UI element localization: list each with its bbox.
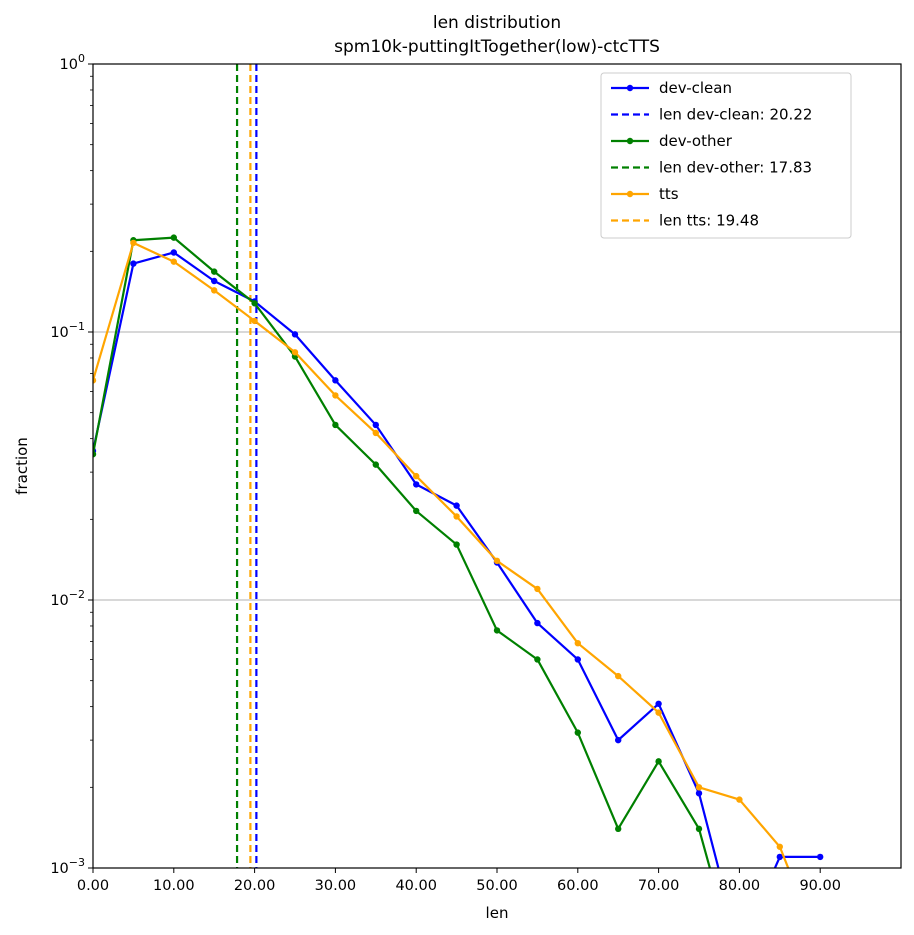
legend: dev-clean len dev-clean: 20.22 dev-other le… [600, 72, 852, 239]
x-tick-label: 60.00 [557, 878, 599, 894]
y-tick-exponent: −2 [69, 588, 85, 601]
x-axis-ticks: 0.00 10.00 20.00 30.00 40.00 50.00 60.00 70.00 8… [77, 868, 841, 894]
x-tick-label: 20.00 [234, 878, 276, 894]
x-tick-label: 50.00 [476, 878, 518, 894]
legend-entry: len dev-clean: 20.22 [611, 106, 812, 124]
data-point [574, 656, 581, 663]
data-point [695, 825, 703, 833]
legend-label: dev-clean [659, 79, 732, 97]
data-point [413, 472, 420, 480]
data-point [372, 429, 379, 437]
series-lines [93, 234, 824, 868]
data-point [211, 287, 218, 294]
data-point [332, 377, 339, 384]
data-point [130, 239, 137, 247]
data-point [534, 619, 541, 627]
data-point [93, 450, 97, 458]
legend-label: len dev-clean: 20.22 [659, 106, 812, 124]
y-tick-base: 10 [50, 325, 68, 341]
legend-label: dev-other [659, 132, 733, 150]
data-point [817, 853, 824, 861]
legend-entry: dev-clean [611, 79, 732, 97]
data-point [493, 557, 501, 565]
legend-label: len dev-other: 17.83 [659, 159, 812, 177]
mean-lines [235, 64, 258, 868]
y-tick-exponent: −1 [69, 320, 85, 333]
data-point [615, 736, 622, 744]
data-point [332, 421, 339, 429]
x-tick-label: 10.00 [153, 878, 195, 894]
data-point [655, 758, 662, 765]
data-point [291, 331, 299, 338]
x-tick-label: 90.00 [799, 878, 841, 894]
data-point [453, 513, 460, 520]
legend-box [600, 72, 852, 239]
x-axis-label: len [486, 904, 509, 922]
legend-marker [626, 190, 634, 198]
data-point [93, 377, 97, 384]
data-point [413, 481, 420, 488]
y-tick-exponent: 0 [78, 52, 85, 65]
chart-subtitle: spm10k-puttingItTogether(low)-ctcTTS [334, 37, 660, 57]
data-point [695, 790, 703, 797]
data-point [170, 258, 177, 265]
data-point [251, 317, 258, 325]
data-point [211, 268, 218, 275]
data-point [615, 825, 622, 833]
data-point [655, 709, 662, 716]
data-point [372, 461, 379, 468]
y-tick-base: 10 [50, 593, 68, 609]
data-point [453, 502, 460, 509]
data-point [655, 700, 662, 707]
data-point [130, 260, 137, 267]
legend-entry: dev-other [611, 132, 733, 150]
data-point [615, 672, 622, 680]
data-point [574, 639, 581, 647]
data-point [251, 300, 258, 307]
data-point [413, 507, 420, 515]
legend-entry: tts [611, 185, 679, 203]
y-tick-exponent: −3 [69, 856, 85, 869]
y-tick-base: 10 [50, 861, 68, 877]
y-tick-base: 10 [60, 57, 78, 73]
data-point [291, 349, 299, 356]
x-tick-label: 30.00 [315, 878, 357, 894]
x-tick-label: 40.00 [395, 878, 437, 894]
data-point [211, 277, 218, 285]
data-point [736, 796, 743, 803]
y-axis-label: fraction [13, 437, 31, 495]
data-point [695, 784, 703, 791]
data-point [332, 392, 339, 399]
grid [93, 331, 901, 601]
x-tick-label: 70.00 [638, 878, 680, 894]
data-point [776, 853, 783, 861]
data-point [534, 656, 541, 663]
chart-title: len distribution [433, 13, 561, 33]
data-point [534, 585, 541, 593]
y-tick-label: 10−1 [50, 320, 85, 341]
data-point [493, 627, 501, 634]
data-point [170, 249, 177, 256]
legend-label: tts [659, 185, 679, 203]
x-tick-label: 80.00 [719, 878, 761, 894]
legend-label: len tts: 19.48 [659, 212, 759, 230]
data-point [170, 234, 177, 241]
legend-marker [626, 137, 634, 145]
y-tick-label: 10−2 [50, 588, 85, 609]
data-point [574, 729, 581, 736]
x-tick-label: 0.00 [77, 878, 109, 894]
legend-entry: len tts: 19.48 [611, 212, 759, 230]
legend-entry: len dev-other: 17.83 [611, 159, 812, 177]
data-point [372, 421, 379, 429]
data-point [776, 843, 783, 850]
y-tick-label: 100 [60, 52, 85, 73]
data-point [453, 541, 460, 548]
y-tick-label: 10−3 [50, 856, 85, 877]
legend-marker [626, 84, 634, 92]
